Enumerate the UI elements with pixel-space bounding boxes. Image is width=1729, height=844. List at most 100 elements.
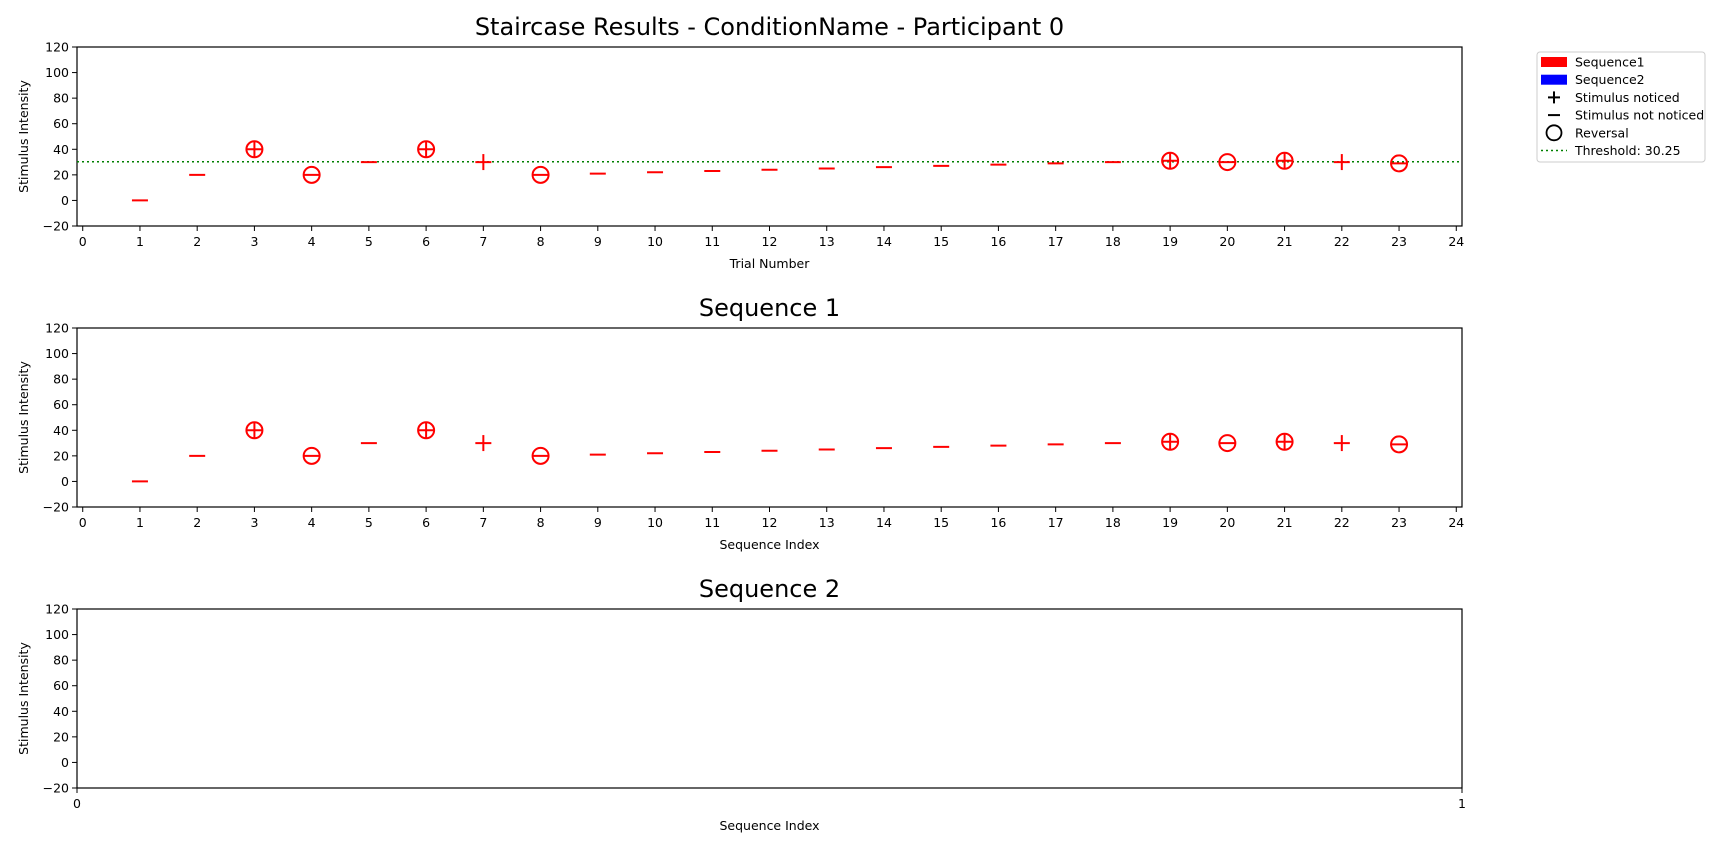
x-tick-label: 22 [1334,515,1350,530]
y-tick-label: 20 [53,448,69,463]
x-tick-label: 19 [1162,515,1178,530]
x-tick-label: 6 [422,515,430,530]
y-tick-label: 40 [53,704,69,719]
x-tick-label: 17 [1048,234,1064,249]
x-tick-label: 6 [422,234,430,249]
data-point [1333,435,1350,452]
circle-icon [1545,124,1563,142]
x-tick-label: 24 [1448,515,1464,530]
x-tick-label: 21 [1277,234,1293,249]
x-tick-label: 4 [308,515,316,530]
y-tick-label: 120 [45,40,69,55]
y-tick-label: 20 [53,167,69,182]
x-tick-label: 15 [933,515,949,530]
x-tick-label: 4 [308,234,316,249]
y-tick-label: −20 [43,781,69,796]
legend-item: Threshold: 30.25 [1541,143,1681,158]
x-tick-label: 12 [762,515,778,530]
plot-area [76,327,1463,508]
x-tick-label: 14 [876,234,892,249]
x-tick-label: 23 [1391,234,1407,249]
plot-area [76,608,1463,789]
x-tick-label: 0 [73,796,81,811]
x-tick-label: 15 [933,234,949,249]
x-tick-label: 24 [1448,234,1464,249]
y-tick-label: 120 [45,321,69,336]
y-tick-label: 80 [53,91,69,106]
x-axis-label: Trial Number [729,256,811,271]
x-tick-label: 10 [647,515,663,530]
x-tick-label: 9 [594,234,602,249]
data-point [531,446,550,465]
subplot-1: Staircase Results - ConditionName - Part… [16,13,1706,271]
data-point [302,165,321,184]
x-tick-label: 0 [79,515,87,530]
y-tick-label: 100 [45,65,69,80]
y-tick-label: 0 [61,193,69,208]
chart-title: Sequence 2 [699,575,840,603]
x-tick-label: 1 [136,515,144,530]
x-tick-label: 2 [193,234,201,249]
legend-label: Reversal [1575,125,1629,140]
data-point [1333,154,1350,171]
x-tick-label: 23 [1391,515,1407,530]
y-axis-label: Stimulus Intensity [16,642,31,755]
y-tick-label: 100 [45,627,69,642]
y-tick-label: 80 [53,653,69,668]
y-tick-label: 120 [45,602,69,617]
y-tick-label: 40 [53,142,69,157]
data-point [245,421,264,440]
x-tick-label: 12 [762,234,778,249]
x-tick-label: 17 [1048,515,1064,530]
data-point [1161,432,1180,451]
legend-item: Stimulus not noticed [1548,108,1704,123]
x-tick-label: 3 [250,515,258,530]
data-point [1218,434,1237,453]
data-point [1390,435,1409,454]
x-tick-label: 21 [1277,515,1293,530]
x-tick-label: 14 [876,515,892,530]
legend-frame [1536,51,1706,163]
legend-swatch [1541,57,1567,67]
x-tick-label: 13 [819,515,835,530]
legend-item: Sequence1 [1541,55,1645,70]
data-point [1275,432,1294,451]
y-axis-label: Stimulus Intensity [16,80,31,193]
legend-item: Sequence2 [1541,72,1645,87]
subplot-3: Sequence 2 −20 0 20 40 60 80 100 120 0 1 Sequence I… [16,575,1466,833]
y-tick-label: 60 [53,678,69,693]
x-tick-label: 20 [1219,515,1235,530]
legend: Sequence1 Sequence2 Stimulus noticed Stimul… [1536,51,1706,163]
data-point [417,140,436,159]
x-tick-label: 18 [1105,515,1121,530]
x-tick-label: 1 [136,234,144,249]
legend-swatch [1541,74,1567,85]
data-point [1275,151,1294,170]
data-point [1390,154,1409,173]
legend-label: Stimulus not noticed [1575,108,1704,123]
x-tick-label: 5 [365,515,373,530]
data-point [475,154,492,171]
x-tick-label: 7 [479,515,487,530]
legend-label: Stimulus noticed [1575,90,1680,105]
x-tick-label: 16 [990,515,1006,530]
x-tick-label: 18 [1105,234,1121,249]
legend-label: Sequence1 [1575,55,1645,70]
x-tick-label: 2 [193,515,201,530]
x-tick-label: 22 [1334,234,1350,249]
x-tick-label: 11 [704,234,720,249]
x-tick-label: 1 [1458,796,1466,811]
x-tick-label: 19 [1162,234,1178,249]
x-tick-label: 3 [250,234,258,249]
x-tick-label: 16 [990,234,1006,249]
data-point [1218,153,1237,172]
x-tick-label: 5 [365,234,373,249]
y-tick-label: 60 [53,116,69,131]
y-tick-label: 40 [53,423,69,438]
y-tick-label: 20 [53,729,69,744]
data-point [302,446,321,465]
data-point [245,140,264,159]
y-tick-label: 100 [45,346,69,361]
